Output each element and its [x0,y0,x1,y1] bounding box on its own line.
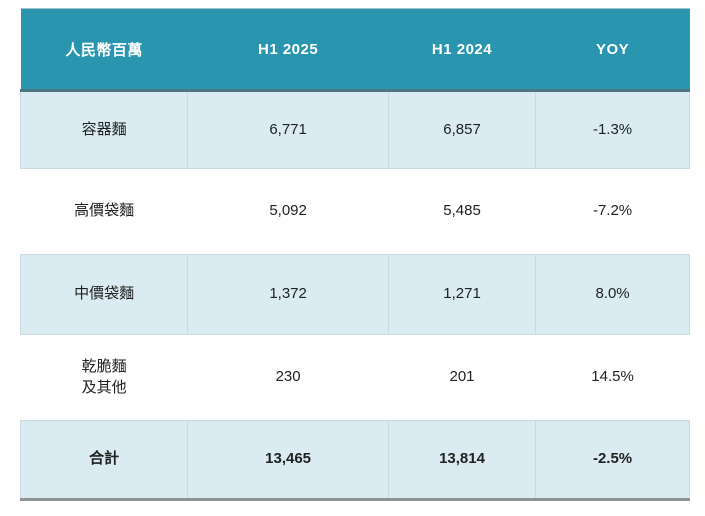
table-row-crispy-noodles-others: 乾脆麵 及其他 230 201 14.5% [20,334,690,421]
financial-results-table: 人民幣百萬 H1 2025 H1 2024 YOY 容器麵 6,771 6,85… [19,8,690,501]
cell-yoy: 8.0% [535,254,690,335]
cell-yoy: -7.2% [535,168,690,255]
cell-label: 容器麵 [19,90,189,169]
header-row: 人民幣百萬 H1 2025 H1 2024 YOY [20,8,690,92]
cell-label: 乾脆麵 及其他 [20,334,188,421]
cell-h1-2025: 5,092 [187,168,389,255]
cell-yoy: -1.3% [535,90,690,169]
cell-yoy: -2.5% [535,420,690,501]
header-cell-currency-unit: 人民幣百萬 [20,8,188,92]
table-row-total: 合計 13,465 13,814 -2.5% [19,420,690,501]
header-cell-h1-2025: H1 2025 [187,8,389,92]
header-cell-h1-2024: H1 2024 [388,8,536,92]
cell-h1-2024: 201 [388,334,536,421]
cell-h1-2025: 230 [187,334,389,421]
table-row-mid-price-bag-noodles: 中價袋麵 1,372 1,271 8.0% [19,254,690,335]
cell-h1-2025: 1,372 [187,254,389,335]
cell-label: 中價袋麵 [19,254,189,335]
cell-h1-2025: 6,771 [187,90,389,169]
cell-h1-2025: 13,465 [187,420,389,501]
results-table-container: 人民幣百萬 H1 2025 H1 2024 YOY 容器麵 6,771 6,85… [19,8,690,501]
cell-label: 合計 [19,420,189,501]
cell-h1-2024: 1,271 [387,254,537,335]
cell-yoy: 14.5% [535,334,690,421]
header-cell-yoy: YOY [535,8,690,92]
table-row-high-price-bag-noodles: 高價袋麵 5,092 5,485 -7.2% [20,168,690,255]
table-row-container-noodles: 容器麵 6,771 6,857 -1.3% [19,90,690,169]
cell-label: 高價袋麵 [20,168,188,255]
cell-h1-2024: 6,857 [387,90,537,169]
cell-h1-2024: 5,485 [388,168,536,255]
cell-h1-2024: 13,814 [387,420,537,501]
